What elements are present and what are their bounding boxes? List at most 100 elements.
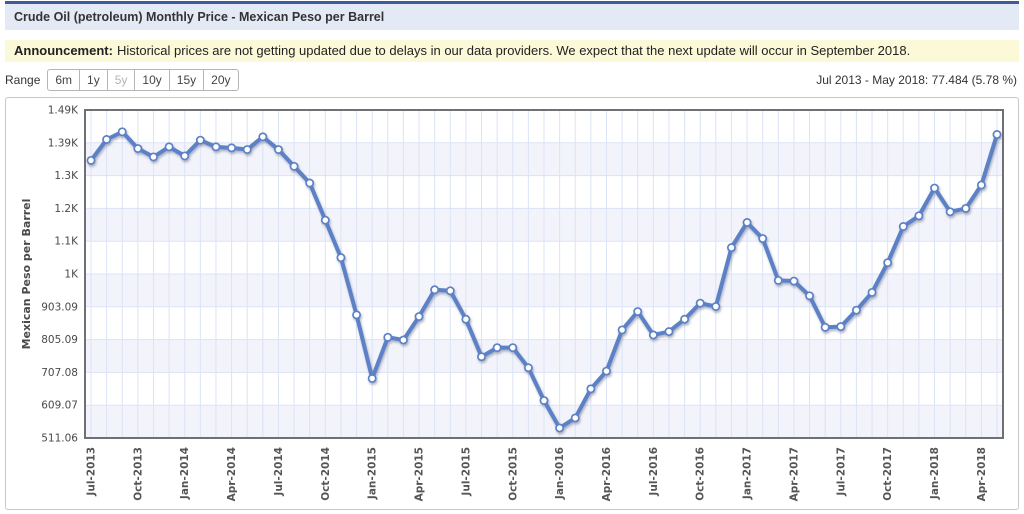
x-tick-label: Oct-2014 (320, 447, 332, 501)
data-point-marker[interactable] (398, 335, 408, 345)
x-tick-label: Apr-2018 (976, 447, 988, 501)
range-button-5y: 5y (106, 69, 136, 91)
data-point-marker[interactable] (726, 243, 736, 253)
data-point-marker[interactable] (648, 330, 658, 340)
y-tick-label: 1.3K (54, 170, 79, 182)
x-tick-label: Apr-2015 (414, 447, 426, 501)
data-point-marker[interactable] (164, 142, 174, 152)
data-point-marker[interactable] (711, 302, 721, 311)
range-buttons: 6m 1y 5y 10y 15y 20y (47, 69, 239, 91)
data-point-marker[interactable] (523, 363, 533, 373)
range-button-1y[interactable]: 1y (79, 69, 108, 91)
y-tick-label: 1K (64, 269, 79, 281)
announcement-banner: Announcement: Historical prices are not g… (5, 40, 1019, 62)
x-tick-label: Oct-2013 (132, 447, 144, 501)
data-point-marker[interactable] (883, 258, 893, 268)
data-point-marker[interactable] (555, 423, 565, 433)
data-point-marker[interactable] (805, 291, 815, 301)
y-tick-label: 1.39K (48, 137, 79, 149)
x-tick-label: Apr-2017 (788, 447, 800, 501)
x-tick-label: Jan-2014 (179, 447, 191, 500)
data-point-marker[interactable] (586, 384, 596, 394)
data-point-marker[interactable] (336, 253, 346, 263)
chart-container: 1.49K 1.39K 1.3K 1.2K 1.1K 1K 903.09 805.09 707.… (5, 97, 1019, 510)
data-point-marker[interactable] (820, 322, 830, 332)
range-button-6m[interactable]: 6m (47, 69, 81, 91)
data-point-marker[interactable] (289, 161, 299, 171)
data-point-marker[interactable] (273, 145, 283, 154)
data-point-marker[interactable] (445, 286, 455, 296)
plot-border (84, 109, 1004, 439)
y-tick-label: 903.09 (41, 301, 78, 313)
data-point-marker[interactable] (242, 145, 252, 154)
data-point-marker[interactable] (992, 130, 1002, 139)
data-point-marker[interactable] (539, 396, 549, 405)
data-point-marker[interactable] (180, 151, 190, 161)
data-point-marker[interactable] (133, 144, 143, 153)
data-point-marker[interactable] (117, 127, 127, 137)
range-button-10y[interactable]: 10y (134, 69, 170, 91)
data-point-marker[interactable] (633, 307, 643, 316)
data-point-marker[interactable] (195, 135, 205, 145)
data-point-marker[interactable] (211, 142, 221, 152)
price-series (86, 127, 1002, 433)
y-tick-label: 1.49K (48, 105, 79, 117)
range-button-15y[interactable]: 15y (168, 69, 205, 91)
data-point-marker[interactable] (851, 305, 861, 315)
data-point-marker[interactable] (930, 183, 939, 193)
data-point-marker[interactable] (898, 222, 908, 231)
data-point-marker[interactable] (867, 287, 877, 297)
price-line-chart: 1.49K 1.39K 1.3K 1.2K 1.1K 1K 903.09 805.09 707.… (20, 105, 1004, 501)
data-point-marker[interactable] (352, 310, 362, 320)
y-axis-title: Mexican Peso per Barrel (20, 199, 33, 350)
date-range-summary: Jul 2013 - May 2018: 77.484 (5.78 %) (816, 73, 1017, 87)
x-tick-label: Jan-2015 (367, 447, 379, 500)
x-tick-label: Jul-2015 (460, 447, 472, 497)
x-tick-label: Jul-2017 (835, 447, 847, 497)
data-point-marker[interactable] (508, 343, 518, 353)
data-point-marker[interactable] (914, 211, 924, 221)
data-point-marker[interactable] (836, 322, 846, 332)
x-tick-label: Oct-2016 (695, 447, 707, 501)
data-point-marker[interactable] (102, 135, 112, 144)
y-tick-label: 707.08 (41, 367, 78, 379)
x-tick-label: Jan-2017 (742, 447, 754, 500)
data-point-marker[interactable] (149, 152, 158, 162)
data-point-marker[interactable] (742, 218, 752, 227)
data-point-marker[interactable] (227, 143, 237, 153)
data-point-marker[interactable] (773, 275, 783, 285)
data-point-marker[interactable] (758, 234, 768, 244)
x-tick-label: Jan-2016 (554, 447, 566, 500)
data-point-marker[interactable] (414, 312, 424, 321)
data-point-marker[interactable] (258, 132, 268, 142)
data-point-marker[interactable] (320, 215, 330, 225)
data-point-marker[interactable] (305, 178, 315, 188)
data-point-marker[interactable] (680, 314, 690, 324)
y-tick-label: 805.09 (41, 334, 78, 346)
chart-toolbar: Range 6m 1y 5y 10y 15y 20y Jul 2013 - May 201… (5, 69, 1019, 91)
page-title: Crude Oil (petroleum) Monthly Price - Me… (14, 10, 385, 24)
data-point-marker[interactable] (945, 207, 955, 217)
data-point-marker[interactable] (86, 155, 96, 165)
data-point-marker[interactable] (367, 373, 377, 383)
data-point-marker[interactable] (430, 285, 440, 295)
data-point-marker[interactable] (695, 298, 705, 308)
data-point-marker[interactable] (570, 413, 580, 423)
range-button-20y[interactable]: 20y (203, 69, 239, 91)
announcement-text: Historical prices are not getting update… (116, 43, 911, 58)
data-point-marker[interactable] (602, 366, 611, 376)
x-tick-label: Apr-2016 (601, 447, 613, 501)
data-point-marker[interactable] (477, 352, 486, 362)
data-point-marker[interactable] (961, 203, 971, 213)
x-tick-label: Jul-2014 (273, 447, 285, 497)
y-tick-label: 1.1K (54, 236, 79, 248)
data-point-marker[interactable] (664, 327, 674, 337)
data-point-marker[interactable] (383, 332, 393, 342)
data-point-marker[interactable] (492, 343, 502, 353)
data-point-marker[interactable] (976, 180, 986, 190)
data-point-marker[interactable] (789, 276, 799, 286)
title-bar: Crude Oil (petroleum) Monthly Price - Me… (5, 1, 1019, 30)
y-tick-label: 609.07 (41, 400, 78, 412)
data-point-marker[interactable] (617, 325, 627, 335)
data-point-marker[interactable] (461, 314, 471, 324)
